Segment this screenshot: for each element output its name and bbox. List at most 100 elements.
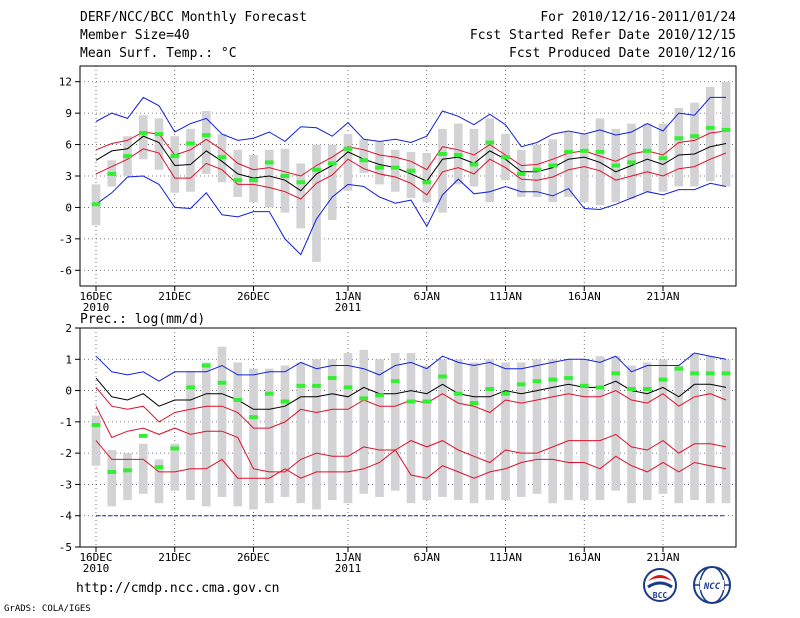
observation-marker (123, 468, 132, 473)
observation-marker (170, 446, 180, 451)
ensemble-box (469, 128, 479, 187)
chart-title: DERF/NCC/BCC Monthly Forecast (80, 10, 307, 25)
ensemble-box (296, 362, 306, 504)
y-tick-label: -3 (59, 233, 72, 246)
ensemble-box (501, 362, 510, 501)
observation-marker (375, 165, 384, 170)
observation-marker (201, 133, 211, 138)
x-tick-label: 11JAN (489, 290, 522, 303)
ensemble-box (453, 359, 463, 501)
observation-marker (611, 163, 621, 168)
logos: BCC NCC (643, 566, 731, 604)
ensemble-box (327, 359, 337, 501)
observation-marker (422, 180, 432, 185)
observation-marker (485, 387, 495, 392)
ensemble-box (642, 123, 652, 192)
ensemble-box (516, 362, 526, 497)
y-tick-label: -5 (59, 541, 72, 554)
observation-marker (627, 160, 636, 165)
series-line-lower-inner-bound (95, 405, 727, 473)
series-line-ensemble-mean (95, 377, 727, 410)
observation-marker (485, 140, 495, 145)
x-tick-label: 21DEC (158, 551, 191, 564)
ensemble-box (264, 368, 274, 504)
observation-marker (501, 155, 510, 160)
ensemble-box (564, 132, 573, 197)
observation-marker (280, 399, 290, 404)
ensemble-box (154, 459, 164, 504)
x-tick-label: 26DEC (237, 551, 270, 564)
series-line-ensemble-mean (95, 135, 727, 192)
observation-marker (107, 171, 117, 176)
observation-marker (296, 383, 306, 388)
ensemble-box (186, 371, 195, 501)
x-tick-label: 21JAN (646, 551, 679, 564)
observation-marker (690, 371, 699, 376)
ensemble-box (217, 346, 227, 497)
observation-marker (438, 374, 447, 379)
y-tick-label: -6 (59, 264, 72, 277)
observation-marker (674, 136, 684, 141)
ensemble-box (705, 86, 715, 182)
ensemble-box (705, 356, 715, 504)
ensemble-box (390, 149, 400, 192)
x-tick-label: 6JAN (414, 290, 441, 303)
x-tick-label: 1JAN (335, 290, 362, 303)
observation-marker (123, 154, 132, 159)
ensemble-box (138, 115, 148, 160)
observation-marker (217, 155, 227, 160)
y-tick-label: 6 (65, 139, 72, 152)
forecast-produced-date: Fcst Produced Date 2010/12/16 (509, 46, 736, 61)
member-size: Member Size=40 (80, 28, 190, 43)
ensemble-box (422, 365, 432, 501)
observation-marker (264, 391, 274, 396)
ensemble-box (595, 356, 605, 501)
observation-marker (154, 465, 164, 470)
observation-marker (296, 180, 306, 185)
ensemble-box (658, 359, 668, 494)
ensemble-box (280, 365, 290, 497)
ensemble-box (422, 152, 432, 203)
observation-marker (312, 167, 321, 172)
ensemble-box (154, 118, 164, 170)
y-tick-label: -1 (59, 416, 72, 429)
x-tick-label: 16DEC (79, 551, 112, 564)
observation-marker (359, 158, 369, 163)
header-right: For 2010/12/16-2011/01/24 Fcst Started Re… (470, 9, 736, 63)
ensemble-box (485, 359, 495, 501)
y-tick-label: 2 (65, 322, 72, 335)
observation-marker (642, 148, 652, 153)
series-line-lowest-percentile (95, 440, 727, 479)
observation-marker (611, 371, 621, 376)
observation-marker (390, 379, 400, 384)
observation-marker (548, 163, 558, 168)
ensemble-box (548, 359, 558, 504)
ensemble-box (485, 118, 495, 203)
observation-marker (186, 385, 195, 390)
y-tick-label: 3 (65, 170, 72, 183)
observation-marker (705, 371, 715, 376)
variable-label: Mean Surf. Temp.: °C (80, 46, 237, 61)
x-tick-label: 6JAN (414, 551, 441, 564)
y-tick-label: -4 (59, 510, 73, 523)
ensemble-box (438, 359, 447, 497)
ensemble-box (343, 353, 353, 504)
ensemble-box (249, 368, 258, 510)
ensemble-box (359, 349, 369, 494)
grads-credit: GrADS: COLA/IGES (4, 604, 91, 614)
x-tick-label: 1JAN (335, 551, 362, 564)
source-url: http://cmdp.ncc.cma.gov.cn (76, 581, 280, 596)
bcc-logo-text: BCC (653, 591, 668, 600)
series-line-lower-inner-bound (95, 148, 727, 200)
ensemble-box (438, 128, 447, 213)
ensemble-box (296, 163, 306, 229)
observation-marker (359, 396, 369, 401)
observation-marker (375, 393, 384, 398)
ensemble-box (721, 359, 731, 504)
ensemble-box (579, 359, 589, 501)
ensemble-box (359, 139, 369, 173)
observation-marker (312, 383, 321, 388)
observation-marker (327, 161, 337, 166)
